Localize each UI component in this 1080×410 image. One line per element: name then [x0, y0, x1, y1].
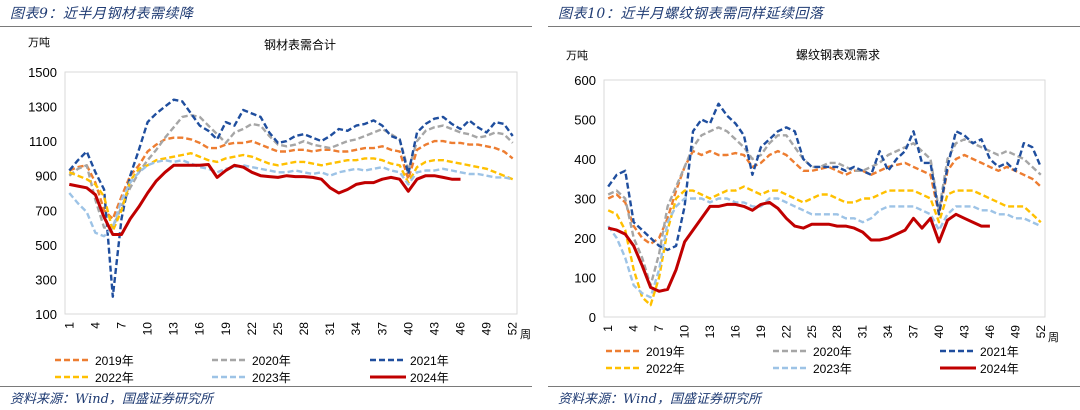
- rebar-demand-chart: 螺纹钢表观需求 万吨周 0 100 200 300 400 500 600 1 4 7 10 13 16 19…: [566, 48, 1059, 376]
- steel-demand-chart: 钢材表需合计 万吨周 100 300 500 700 900 1100 1300 1500 1 4 7 1…: [28, 36, 531, 385]
- x-tick-label: 13: [703, 325, 717, 339]
- y-tick-label: 700: [35, 203, 57, 218]
- legend-label: 2019年: [95, 354, 134, 368]
- y-tick-label: 500: [35, 238, 57, 253]
- y-tick-label: 900: [35, 169, 57, 184]
- x-tick-label: 10: [678, 325, 692, 339]
- series-line-2022年: [68, 152, 514, 233]
- x-tick-label: 22: [245, 322, 259, 336]
- legend-label: 2021年: [980, 345, 1019, 359]
- y-axis-unit: 万吨: [566, 49, 588, 62]
- x-tick-label: 34: [349, 322, 363, 336]
- series-line-2021年: [68, 98, 514, 298]
- x-tick-label: 7: [115, 322, 129, 329]
- legend-label: 2022年: [646, 362, 685, 376]
- legend-label: 2024年: [410, 371, 449, 385]
- x-tick-label: 34: [881, 325, 895, 339]
- x-tick-label: 52: [1034, 325, 1048, 339]
- x-axis-label: 周: [520, 328, 531, 341]
- figure-title: 图表10：近半月螺纹钢表需同样延续回落: [558, 6, 824, 22]
- y-tick-label: 0: [589, 310, 596, 325]
- y-tick-label: 100: [574, 271, 596, 286]
- series-line-2020年: [607, 126, 1042, 287]
- y-tick-label: 300: [574, 192, 596, 207]
- series-line-2023年: [68, 159, 513, 238]
- x-axis-label: 周: [1048, 331, 1059, 344]
- y-axis-unit: 万吨: [28, 36, 50, 49]
- y-tick-label: 1300: [28, 100, 57, 115]
- y-tick-label: 1500: [28, 65, 57, 80]
- legend-label: 2021年: [410, 354, 449, 368]
- title-rule: [548, 26, 1080, 27]
- series-line-2023年: [607, 197, 1042, 299]
- series-line-2022年: [607, 185, 1042, 307]
- series-line-2020年: [68, 114, 514, 229]
- y-tick-label: 600: [574, 73, 596, 88]
- x-tick-label: 7: [652, 325, 666, 332]
- x-tick-label: 49: [480, 322, 494, 336]
- x-tick-label: 37: [375, 322, 389, 336]
- legend-label: 2020年: [813, 345, 852, 359]
- x-tick-label: 25: [805, 325, 819, 339]
- x-tick-label: 4: [88, 322, 102, 329]
- chart-title: 螺纹钢表观需求: [796, 48, 880, 62]
- y-tick-label: 300: [35, 272, 57, 287]
- x-tick-label: 25: [271, 322, 285, 336]
- title-rule: [0, 26, 532, 27]
- source-rule: [0, 386, 532, 387]
- legend-label: 2024年: [980, 362, 1019, 376]
- plot-area: [603, 79, 1046, 318]
- x-tick-label: 28: [830, 325, 844, 339]
- source-note: 资料来源：Wind，国盛证券研究所: [558, 392, 761, 407]
- y-tick-label: 1100: [29, 134, 57, 149]
- y-tick-label: 500: [574, 113, 596, 128]
- x-tick-label: 52: [506, 322, 520, 336]
- figure-title: 图表9：近半月钢材表需续降: [10, 6, 194, 22]
- x-tick-label: 22: [779, 325, 793, 339]
- x-tick-label: 37: [907, 325, 921, 339]
- x-tick-label: 40: [401, 322, 415, 336]
- x-tick-label: 1: [601, 325, 615, 332]
- x-tick-label: 46: [454, 322, 468, 336]
- x-tick-label: 13: [167, 322, 181, 336]
- y-tick-label: 100: [35, 307, 57, 322]
- legend-label: 2022年: [95, 371, 134, 385]
- x-tick-label: 43: [427, 322, 441, 336]
- series-line-2024年: [607, 200, 990, 293]
- figure-panel-right: 图表10：近半月螺纹钢表需同样延续回落 螺纹钢表观需求 万吨周 0 100 200 300…: [548, 0, 1080, 410]
- x-tick-label: 31: [856, 325, 870, 339]
- legend-label: 2023年: [813, 362, 852, 376]
- x-tick-label: 16: [728, 325, 742, 339]
- x-tick-label: 31: [323, 322, 337, 336]
- x-tick-label: 10: [141, 322, 155, 336]
- x-tick-label: 19: [754, 325, 768, 339]
- x-tick-label: 28: [297, 322, 311, 336]
- series-line-2019年: [68, 136, 514, 221]
- y-tick-label: 200: [574, 231, 596, 246]
- x-tick-label: 49: [1008, 325, 1022, 339]
- plot-area: [64, 71, 518, 315]
- x-tick-label: 4: [627, 325, 641, 332]
- source-rule: [548, 386, 1080, 387]
- x-tick-label: 1: [62, 322, 76, 329]
- x-tick-label: 40: [932, 325, 946, 339]
- chart-title: 钢材表需合计: [264, 37, 336, 52]
- x-tick-label: 43: [957, 325, 971, 339]
- legend-label: 2023年: [252, 371, 291, 385]
- legend-label: 2019年: [646, 345, 685, 359]
- legend-label: 2020年: [252, 354, 291, 368]
- y-tick-label: 400: [574, 152, 596, 167]
- figure-panel-left: 图表9：近半月钢材表需续降 钢材表需合计 万吨周 100 300 500 700 900 11…: [0, 0, 532, 410]
- x-tick-label: 46: [983, 325, 997, 339]
- series-line-2024年: [69, 163, 461, 236]
- x-tick-label: 19: [219, 322, 233, 336]
- x-tick-label: 16: [193, 322, 207, 336]
- series-line-2021年: [607, 102, 1042, 252]
- source-note: 资料来源：Wind，国盛证券研究所: [10, 392, 213, 407]
